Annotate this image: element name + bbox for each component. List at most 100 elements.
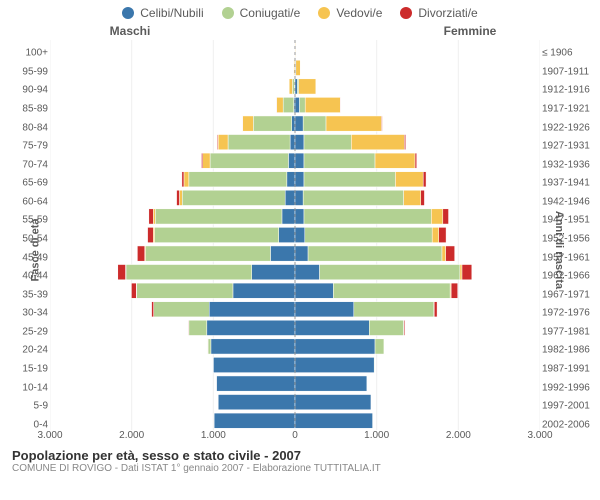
seg-female-celibi-35-39: [295, 283, 333, 298]
seg-male-coniugati-75-79: [228, 135, 290, 150]
pyramid-svg: [50, 40, 540, 430]
ytick-age-40-44: 40-44: [0, 271, 48, 282]
ytick-birth-90-94: 1912-1916: [542, 85, 600, 96]
seg-male-vedovi-55-59: [153, 209, 155, 224]
seg-female-coniugati-20-24: [375, 339, 384, 354]
bar-male-75-79: [217, 135, 295, 150]
seg-female-divorziati-65-69: [423, 172, 426, 187]
seg-female-coniugati-35-39: [333, 283, 450, 298]
seg-female-coniugati-60-64: [303, 190, 403, 205]
seg-male-coniugati-30-34: [154, 302, 210, 317]
seg-male-celibi-15-19: [213, 357, 295, 372]
bar-female-10-14: [295, 376, 367, 391]
bar-male-5-9: [218, 395, 295, 410]
ytick-age-45-49: 45-49: [0, 252, 48, 263]
legend-label-vedovi: Vedovi/e: [336, 6, 382, 20]
ytick-birth-5-9: 1997-2001: [542, 401, 600, 412]
ytick-birth-100+: ≤ 1906: [542, 48, 600, 59]
seg-male-divorziati-30-34: [152, 302, 154, 317]
bar-male-30-34: [152, 302, 295, 317]
seg-male-divorziati-60-64: [177, 190, 180, 205]
xtick--1000: 1.000: [201, 430, 226, 441]
bar-female-90-94: [295, 79, 316, 94]
bar-male-85-89: [276, 97, 295, 112]
seg-male-vedovi-70-74: [203, 153, 210, 168]
legend-swatch-celibi: [122, 7, 134, 19]
xtick-1000: 1.000: [364, 430, 389, 441]
ytick-birth-95-99: 1907-1911: [542, 66, 600, 77]
seg-male-divorziati-75-79: [217, 135, 218, 150]
ytick-birth-15-19: 1987-1991: [542, 364, 600, 375]
seg-male-celibi-45-49: [271, 246, 296, 261]
seg-female-coniugati-15-19: [374, 357, 375, 372]
seg-male-celibi-40-44: [252, 265, 295, 280]
bar-female-5-9: [295, 395, 371, 410]
bar-male-45-49: [137, 246, 295, 261]
bar-female-80-84: [295, 116, 382, 131]
seg-female-celibi-80-84: [295, 116, 303, 131]
seg-female-vedovi-85-89: [305, 97, 340, 112]
seg-female-celibi-85-89: [295, 97, 299, 112]
bar-female-50-54: [295, 227, 446, 242]
chart-title: Popolazione per età, sesso e stato civil…: [12, 448, 588, 463]
seg-female-coniugati-70-74: [304, 153, 375, 168]
seg-female-vedovi-65-69: [395, 172, 423, 187]
xtick--2000: 2.000: [119, 430, 144, 441]
legend-item-divorziati: Divorziati/e: [400, 6, 477, 20]
chart-footer: Popolazione per età, sesso e stato civil…: [0, 446, 600, 474]
seg-female-divorziati-60-64: [421, 190, 425, 205]
seg-female-celibi-50-54: [295, 227, 305, 242]
seg-male-celibi-20-24: [211, 339, 295, 354]
seg-female-celibi-45-49: [295, 246, 308, 261]
seg-female-celibi-70-74: [295, 153, 304, 168]
ytick-age-90-94: 90-94: [0, 85, 48, 96]
seg-male-coniugati-50-54: [155, 227, 279, 242]
seg-male-celibi-50-54: [279, 227, 295, 242]
xtick--3000: 3.000: [37, 430, 62, 441]
ytick-birth-45-49: 1957-1961: [542, 252, 600, 263]
bar-male-35-39: [131, 283, 295, 298]
seg-male-vedovi-65-69: [184, 172, 189, 187]
seg-male-coniugati-40-44: [126, 265, 252, 280]
seg-female-vedovi-55-59: [431, 209, 442, 224]
x-axis-ticks: 3.0002.0001.00001.0002.0003.000: [50, 430, 540, 446]
bar-female-70-74: [295, 153, 417, 168]
seg-female-celibi-20-24: [295, 339, 375, 354]
ytick-age-25-29: 25-29: [0, 326, 48, 337]
seg-male-celibi-60-64: [285, 190, 295, 205]
seg-female-vedovi-50-54: [432, 227, 439, 242]
bar-female-20-24: [295, 339, 384, 354]
seg-male-divorziati-25-29: [188, 320, 189, 335]
seg-female-celibi-0-4: [295, 413, 373, 428]
bar-female-75-79: [295, 135, 406, 150]
ytick-age-65-69: 65-69: [0, 178, 48, 189]
plot-area: [50, 40, 540, 430]
bar-male-20-24: [208, 339, 295, 354]
seg-male-coniugati-45-49: [146, 246, 271, 261]
seg-male-divorziati-65-69: [182, 172, 184, 187]
population-pyramid-chart: Celibi/NubiliConiugati/eVedovi/eDivorzia…: [0, 0, 600, 500]
seg-female-coniugati-45-49: [308, 246, 442, 261]
seg-female-celibi-5-9: [295, 395, 371, 410]
bar-male-80-84: [242, 116, 295, 131]
seg-male-coniugati-20-24: [208, 339, 211, 354]
seg-male-celibi-5-9: [218, 395, 295, 410]
seg-female-divorziati-45-49: [446, 246, 455, 261]
legend-label-celibi: Celibi/Nubili: [140, 6, 203, 20]
seg-male-celibi-35-39: [233, 283, 295, 298]
ytick-birth-35-39: 1967-1971: [542, 289, 600, 300]
seg-male-coniugati-25-29: [189, 320, 207, 335]
legend-item-vedovi: Vedovi/e: [318, 6, 382, 20]
seg-male-vedovi-60-64: [179, 190, 182, 205]
ytick-birth-75-79: 1927-1931: [542, 141, 600, 152]
legend-item-celibi: Celibi/Nubili: [122, 6, 203, 20]
header-male: Maschi: [0, 24, 300, 38]
seg-male-vedovi-95-99: [294, 60, 295, 75]
bar-female-95-99: [295, 60, 300, 75]
ytick-birth-60-64: 1942-1946: [542, 196, 600, 207]
seg-male-celibi-25-29: [207, 320, 295, 335]
seg-male-coniugati-60-64: [182, 190, 285, 205]
ytick-birth-70-74: 1932-1936: [542, 159, 600, 170]
seg-male-vedovi-75-79: [218, 135, 228, 150]
seg-female-divorziati-50-54: [439, 227, 446, 242]
